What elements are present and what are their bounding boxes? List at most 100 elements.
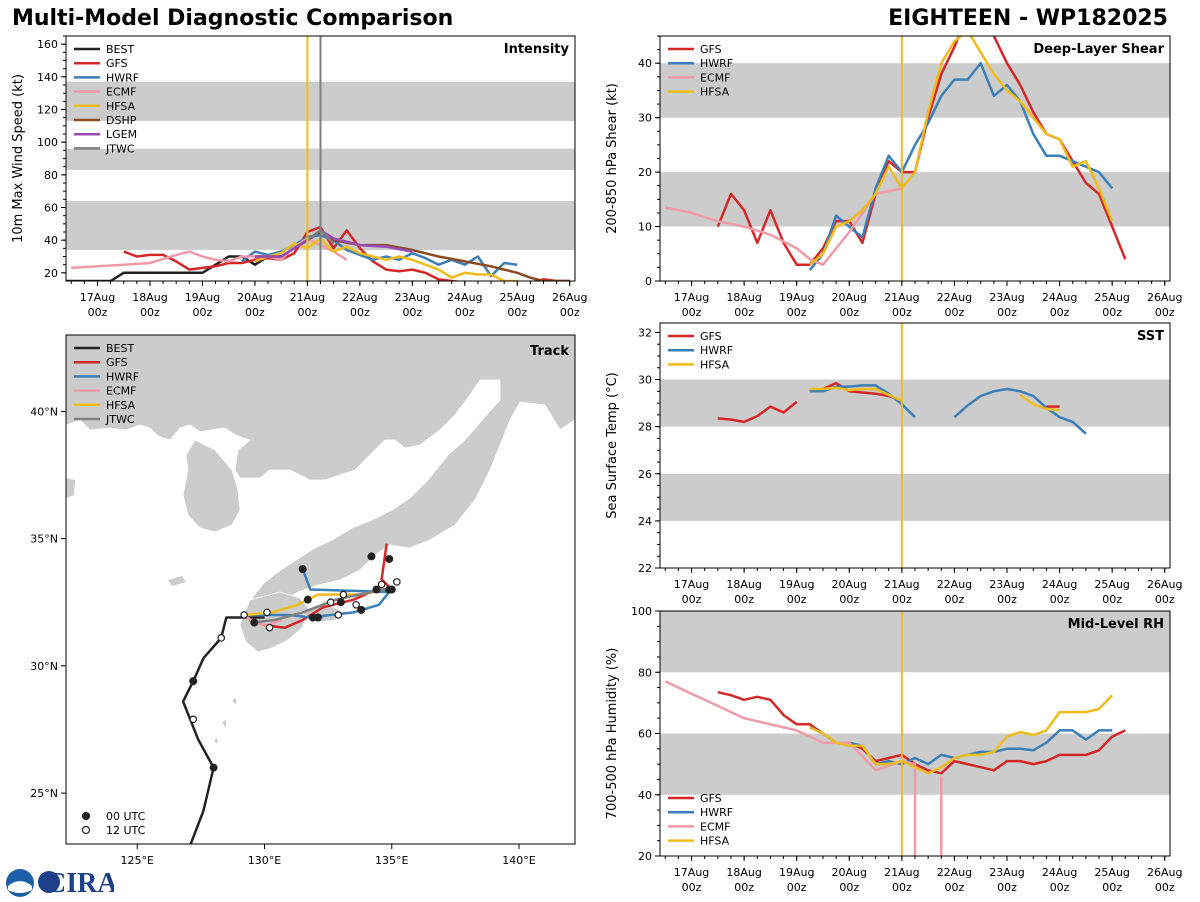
sst-xtick-label: 22Aug <box>937 578 972 591</box>
shear-ylabel: 200-850 hPa Shear (kt) <box>605 83 620 234</box>
sst-ylabel: Sea Surface Temp (°C) <box>605 372 620 519</box>
track-marker-12utc <box>217 634 226 642</box>
track-series-ecmf <box>243 613 283 627</box>
sst-xtick-label: 00z <box>892 593 912 606</box>
intensity-xtick-label: 00z <box>455 306 475 319</box>
track-xtick-label: 130°E <box>248 854 281 867</box>
sst-series-hfsa-6 <box>1019 393 1060 412</box>
shear-xtick-label: 00z <box>1050 306 1070 319</box>
intensity-title: Intensity <box>504 42 570 57</box>
sst-xtick-label: 25Aug <box>1094 578 1129 591</box>
cira-logo: CIRA <box>4 866 118 899</box>
panel-track: 125°E 130°E 135°E 140°E 25°N 30°N 35°N 40°N Trac… <box>30 334 576 867</box>
sst-band-0 <box>660 473 1170 521</box>
sst-ytick-label: 24 <box>638 515 652 528</box>
sst-xtick-label: 26Aug <box>1147 578 1182 591</box>
intensity-series-lgem-6 <box>254 229 413 258</box>
sst-ytick-label: 28 <box>638 421 652 434</box>
shear-ytick-label: 0 <box>645 275 652 288</box>
track-xtick-label: 125°E <box>121 854 154 867</box>
track-marker-00utc <box>357 605 366 614</box>
track-legend-label: HWRF <box>106 370 139 383</box>
track-marker-legend-label: 00 UTC <box>106 810 146 823</box>
track-marker-legend-symbol <box>81 811 91 821</box>
shear-ytick-label: 30 <box>638 112 652 125</box>
intensity-xtick-label: 22Aug <box>342 291 377 304</box>
sst-series-gfs-0 <box>717 400 798 424</box>
rh-plot-area <box>660 611 1170 856</box>
track-ytick-label: 35°N <box>30 533 58 546</box>
shear-series-hwrf-1 <box>808 61 1114 271</box>
rh-legend-label: HFSA <box>700 835 730 848</box>
rh-xtick-label: 00z <box>1102 881 1122 894</box>
rh-ytick-label: 100 <box>631 605 652 618</box>
rh-ytick-label: 60 <box>638 728 652 741</box>
sst-plot-area <box>660 323 1170 568</box>
intensity-ytick-label: 140 <box>37 71 58 84</box>
rh-xtick-label: 00z <box>734 881 754 894</box>
track-series-jtwc <box>251 588 395 624</box>
rh-xtick-label: 17Aug <box>674 866 709 879</box>
sst-xtick-label: 00z <box>1102 593 1122 606</box>
intensity-xtick-label: 00z <box>350 306 370 319</box>
sst-ytick-label: 22 <box>638 562 652 575</box>
shear-xtick-label: 18Aug <box>726 291 761 304</box>
sst-xtick-label: 19Aug <box>779 578 814 591</box>
shear-band-1 <box>660 63 1170 118</box>
intensity-ytick-label: 20 <box>44 267 58 280</box>
sst-xtick-label: 00z <box>1050 593 1070 606</box>
rh-ytick-label: 80 <box>638 666 652 679</box>
shear-xtick-label: 17Aug <box>674 291 709 304</box>
track-marker-00utc <box>367 552 376 561</box>
track-marker-legend-symbol <box>81 825 91 835</box>
shear-legend-label: HWRF <box>700 57 733 70</box>
rh-series-hfsa-3 <box>809 694 1114 775</box>
shear-xtick-label: 24Aug <box>1042 291 1077 304</box>
rh-legend-label: ECMF <box>700 820 730 833</box>
rh-band-1 <box>660 611 1170 673</box>
intensity-xtick-label: 20Aug <box>237 291 272 304</box>
shear-xtick-label: 00z <box>1155 306 1175 319</box>
shear-xtick-label: 00z <box>734 306 754 319</box>
intensity-xtick-label: 25Aug <box>500 291 535 304</box>
sst-band-1 <box>660 379 1170 427</box>
track-legend-label: ECMF <box>106 385 136 398</box>
track-xtick-label: 135°E <box>375 854 408 867</box>
track-series-best <box>181 616 265 844</box>
sst-xtick-label: 24Aug <box>1042 578 1077 591</box>
intensity-xtick-label: 24Aug <box>447 291 482 304</box>
intensity-ylabel: 10m Max Wind Speed (kt) <box>11 74 26 243</box>
intensity-xtick-label: 00z <box>402 306 422 319</box>
sst-frame <box>659 322 1171 569</box>
shear-xtick-label: 19Aug <box>779 291 814 304</box>
track-marker-12utc <box>263 608 271 617</box>
rh-xtick-label: 00z <box>1050 881 1070 894</box>
intensity-ytick-label: 60 <box>44 202 58 215</box>
shear-xtick-label: 00z <box>892 306 912 319</box>
rh-xtick-label: 00z <box>682 881 702 894</box>
panel-intensity: 20 40 60 80 100 120 140 160 17Aug 00z 18Aug 00z 19Au… <box>11 35 587 319</box>
intensity-xtick-label: 00z <box>245 306 265 319</box>
intensity-xtick-label: 23Aug <box>395 291 430 304</box>
intensity-xtick-label: 19Aug <box>185 291 220 304</box>
track-marker-12utc <box>352 600 360 609</box>
sst-xtick-label: 18Aug <box>726 578 761 591</box>
rh-ytick-label: 20 <box>638 850 652 863</box>
panel-sst: 22 24 26 28 30 32 17Aug 00z 18Aug 00z 19Aug 00z 20Au… <box>605 322 1182 606</box>
track-marker-12utc <box>189 715 198 724</box>
track-marker-00utc <box>385 554 394 563</box>
sst-xtick-label: 00z <box>682 593 702 606</box>
shear-xtick-label: 00z <box>839 306 859 319</box>
intensity-plot-area <box>66 36 575 281</box>
sst-legend-label: HFSA <box>700 358 730 371</box>
track-map-land <box>66 335 575 744</box>
intensity-legend-label: LGEM <box>106 128 137 141</box>
shear-xtick-label: 00z <box>682 306 702 319</box>
rh-xtick-label: 00z <box>997 881 1017 894</box>
rh-xtick-label: 20Aug <box>832 866 867 879</box>
shear-xtick-label: 20Aug <box>832 291 867 304</box>
track-ytick-label: 40°N <box>30 405 58 418</box>
sst-xtick-label: 00z <box>839 593 859 606</box>
intensity-legend-label: GFS <box>106 57 128 70</box>
panel-shear: 0 10 20 30 40 17Aug 00z 18Aug 00z 19Aug 00z 20Aug 00… <box>605 35 1182 319</box>
